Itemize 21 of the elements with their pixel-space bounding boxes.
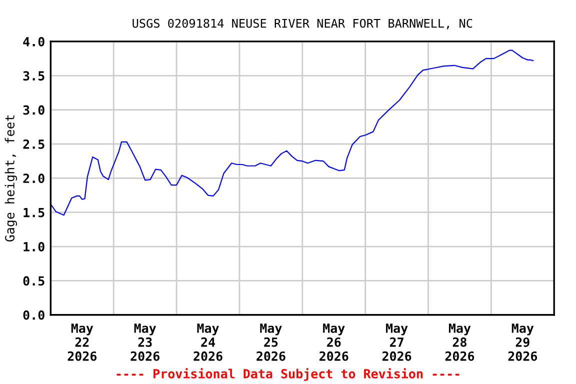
y-tick-label: 2.5: [23, 139, 44, 149]
y-tick-label: 1.0: [24, 242, 44, 252]
x-tick-label: May 24 2026: [194, 324, 222, 361]
x-tick-label: May 23 2026: [130, 324, 160, 361]
y-axis-title: Gage height, feet: [4, 115, 17, 242]
x-tick-label: May 26 2026: [320, 324, 348, 361]
x-tick-label: May 28 2026: [445, 324, 474, 361]
x-tick-label: May 29 2026: [508, 324, 538, 361]
y-tick-label: 0.5: [23, 276, 44, 286]
y-tick-label: 1.5: [24, 208, 44, 218]
y-tick-label: 0.0: [23, 310, 44, 320]
y-tick-label: 3.0: [23, 105, 44, 115]
y-tick-label: 4.0: [23, 36, 44, 46]
line-series: [50, 50, 534, 216]
x-tick-label: May 27 2026: [382, 324, 412, 361]
y-tick-label: 2.0: [23, 174, 44, 184]
y-tick-label: 3.5: [23, 71, 44, 81]
text: ---- Provisional Data Subject to Revision ----: [116, 368, 460, 381]
x-tick-label: May 22 2026: [68, 324, 97, 361]
chart-title: USGS 02091814 NEUSE RIVER NEAR FORT BARNWELL, NC: [132, 18, 472, 30]
x-tick-label: May 25 2026: [256, 324, 286, 361]
